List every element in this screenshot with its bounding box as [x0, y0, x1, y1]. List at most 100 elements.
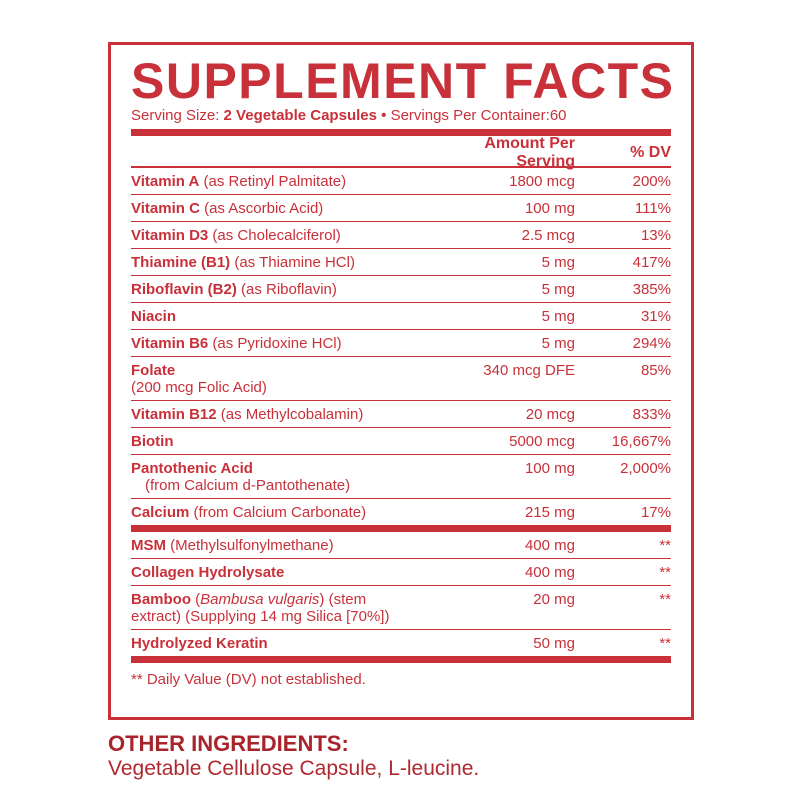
- amount: 400 mg: [524, 564, 575, 581]
- nutrient-cell: Biotin: [131, 433, 425, 450]
- amount: 400 mg: [524, 537, 575, 554]
- nutrient-cell: MSM (Methylsulfonylmethane): [131, 537, 425, 554]
- nutrient-detail: (as Thiamine HCl): [234, 254, 355, 271]
- nutrient-detail: (from Calcium d-Pantothenate): [145, 477, 351, 494]
- footnote: ** Daily Value (DV) not established.: [131, 671, 366, 688]
- daily-value: 31%: [640, 308, 671, 325]
- amount: 5 mg: [541, 335, 575, 352]
- rows: Vitamin A (as Retinyl Palmitate) 1800 mcg…: [131, 168, 671, 663]
- per-container-value: 60: [549, 107, 567, 124]
- nutrient-name: Pantothenic Acid: [131, 460, 253, 477]
- nutrient-row: Thiamine (B1) (as Thiamine HCl) 5 mg 417%: [131, 249, 671, 276]
- nutrient-row: Folate (200 mcg Folic Acid) 340 mcg DFE 85%: [131, 357, 671, 401]
- nutrient-name: Vitamin A: [131, 173, 200, 190]
- amount: 215 mg: [524, 504, 575, 521]
- nutrient-detail: (Methylsulfonylmethane): [170, 537, 334, 554]
- nutrient-detail: (as Ascorbic Acid): [204, 200, 324, 217]
- nutrient-name: Vitamin D3: [131, 227, 209, 244]
- nutrient-name: Riboflavin (B2): [131, 281, 237, 298]
- nutrient-row: Vitamin B12 (as Methylcobalamin) 20 mcg 83…: [131, 401, 671, 428]
- nutrient-row: Vitamin B6 (as Pyridoxine HCl) 5 mg 294%: [131, 330, 671, 357]
- nutrient-row: Vitamin A (as Retinyl Palmitate) 1800 mcg…: [131, 168, 671, 195]
- nutrient-name: Vitamin B6: [131, 335, 209, 352]
- amount: 2.5 mcg: [521, 227, 575, 244]
- facts-panel: SUPPLEMENT FACTS Serving Size: 2 Vegetab…: [108, 42, 694, 720]
- other-ingredients-text: Vegetable Cellulose Capsule, L-leucine.: [108, 757, 480, 780]
- daily-value: 17%: [640, 504, 671, 521]
- nutrient-row: Hydrolyzed Keratin 50 mg **: [131, 630, 671, 663]
- nutrient-detail: (from Calcium Carbonate): [193, 504, 367, 521]
- daily-value: **: [659, 564, 671, 581]
- other-ingredients-title: OTHER INGREDIENTS:: [108, 731, 349, 756]
- daily-value: **: [659, 635, 671, 652]
- nutrient-cell: Vitamin D3 (as Cholecalciferol): [131, 227, 425, 244]
- nutrient-cell: Vitamin C (as Ascorbic Acid): [131, 200, 425, 217]
- nutrient-cell: Hydrolyzed Keratin: [131, 635, 425, 652]
- nutrient-row: Biotin 5000 mcg 16,667%: [131, 428, 671, 455]
- nutrient-detail: (200 mcg Folic Acid): [131, 379, 267, 396]
- nutrient-cell: Folate (200 mcg Folic Acid): [131, 362, 425, 396]
- nutrient-name: Thiamine (B1): [131, 254, 231, 271]
- daily-value: 2,000%: [620, 460, 671, 477]
- nutrient-row: Pantothenic Acid (from Calcium d-Pantothe…: [131, 455, 671, 499]
- nutrient-detail: (as Riboflavin): [241, 281, 337, 298]
- nutrient-row: Calcium (from Calcium Carbonate) 215 mg 17…: [131, 499, 671, 532]
- amount: 20 mcg: [525, 406, 575, 423]
- nutrient-cell: Collagen Hydrolysate: [131, 564, 425, 581]
- nutrient-name: Vitamin B12: [131, 406, 217, 423]
- title: SUPPLEMENT FACTS: [131, 53, 675, 109]
- amount: 5 mg: [541, 254, 575, 271]
- daily-value: 111%: [634, 200, 671, 217]
- daily-value: 200%: [632, 173, 671, 190]
- header-dv: % DV: [630, 144, 671, 161]
- daily-value: 417%: [632, 254, 671, 271]
- nutrient-cell: Vitamin B12 (as Methylcobalamin): [131, 406, 425, 423]
- nutrient-detail-italic: Bambusa vulgaris: [200, 591, 320, 608]
- nutrient-cell: Vitamin A (as Retinyl Palmitate): [131, 173, 425, 190]
- nutrient-detail: (as Cholecalciferol): [212, 227, 341, 244]
- daily-value: 833%: [632, 406, 671, 423]
- nutrient-detail-end: ) (stem extract) (Supplying 14 mg Silica…: [131, 591, 390, 625]
- nutrient-row: MSM (Methylsulfonylmethane) 400 mg **: [131, 532, 671, 559]
- nutrient-cell: Calcium (from Calcium Carbonate): [131, 504, 425, 521]
- nutrient-cell: Thiamine (B1) (as Thiamine HCl): [131, 254, 425, 271]
- nutrient-row: Collagen Hydrolysate 400 mg **: [131, 559, 671, 586]
- amount: 5 mg: [541, 308, 575, 325]
- nutrient-row: Bamboo (Bambusa vulgaris) (stem extract)…: [131, 586, 671, 630]
- nutrient-cell: Vitamin B6 (as Pyridoxine HCl): [131, 335, 425, 352]
- amount: 1800 mcg: [509, 173, 575, 190]
- nutrient-detail: (as Methylcobalamin): [220, 406, 364, 423]
- daily-value: 385%: [632, 281, 671, 298]
- nutrient-name: Collagen Hydrolysate: [131, 564, 285, 581]
- nutrient-cell: Riboflavin (B2) (as Riboflavin): [131, 281, 425, 298]
- nutrient-cell: Bamboo (Bambusa vulgaris) (stem extract)…: [131, 591, 425, 625]
- amount: 100 mg: [524, 460, 575, 477]
- nutrient-cell: Niacin: [131, 308, 425, 325]
- amount: 340 mcg DFE: [483, 362, 575, 379]
- nutrient-name: Calcium: [131, 504, 190, 521]
- serving-size-value: 2 Vegetable Capsules: [223, 107, 377, 124]
- nutrient-detail: (as Pyridoxine HCl): [212, 335, 342, 352]
- nutrient-detail: (: [195, 591, 201, 608]
- nutrient-name: Hydrolyzed Keratin: [131, 635, 268, 652]
- nutrient-row: Vitamin D3 (as Cholecalciferol) 2.5 mcg 13…: [131, 222, 671, 249]
- nutrient-detail: (as Retinyl Palmitate): [203, 173, 347, 190]
- per-container-label: Servings Per Container:: [390, 107, 550, 124]
- amount: 100 mg: [524, 200, 575, 217]
- amount: 5000 mcg: [509, 433, 575, 450]
- nutrient-name: Niacin: [131, 308, 177, 325]
- nutrient-row: Vitamin C (as Ascorbic Acid) 100 mg 111%: [131, 195, 671, 222]
- facts-content: SUPPLEMENT FACTS Serving Size: 2 Vegetab…: [131, 53, 675, 688]
- nutrient-name: MSM: [131, 537, 166, 554]
- nutrient-cell: Pantothenic Acid (from Calcium d-Pantothe…: [131, 460, 425, 494]
- nutrient-name: Biotin: [131, 433, 174, 450]
- nutrient-name: Folate: [131, 362, 176, 379]
- amount: 20 mg: [533, 591, 575, 608]
- amount: 50 mg: [533, 635, 575, 652]
- daily-value: 294%: [632, 335, 671, 352]
- nutrient-name: Vitamin C: [131, 200, 200, 217]
- header-row: Amount Per Serving % DV: [131, 135, 671, 170]
- nutrient-name: Bamboo: [131, 591, 191, 608]
- amount: 5 mg: [541, 281, 575, 298]
